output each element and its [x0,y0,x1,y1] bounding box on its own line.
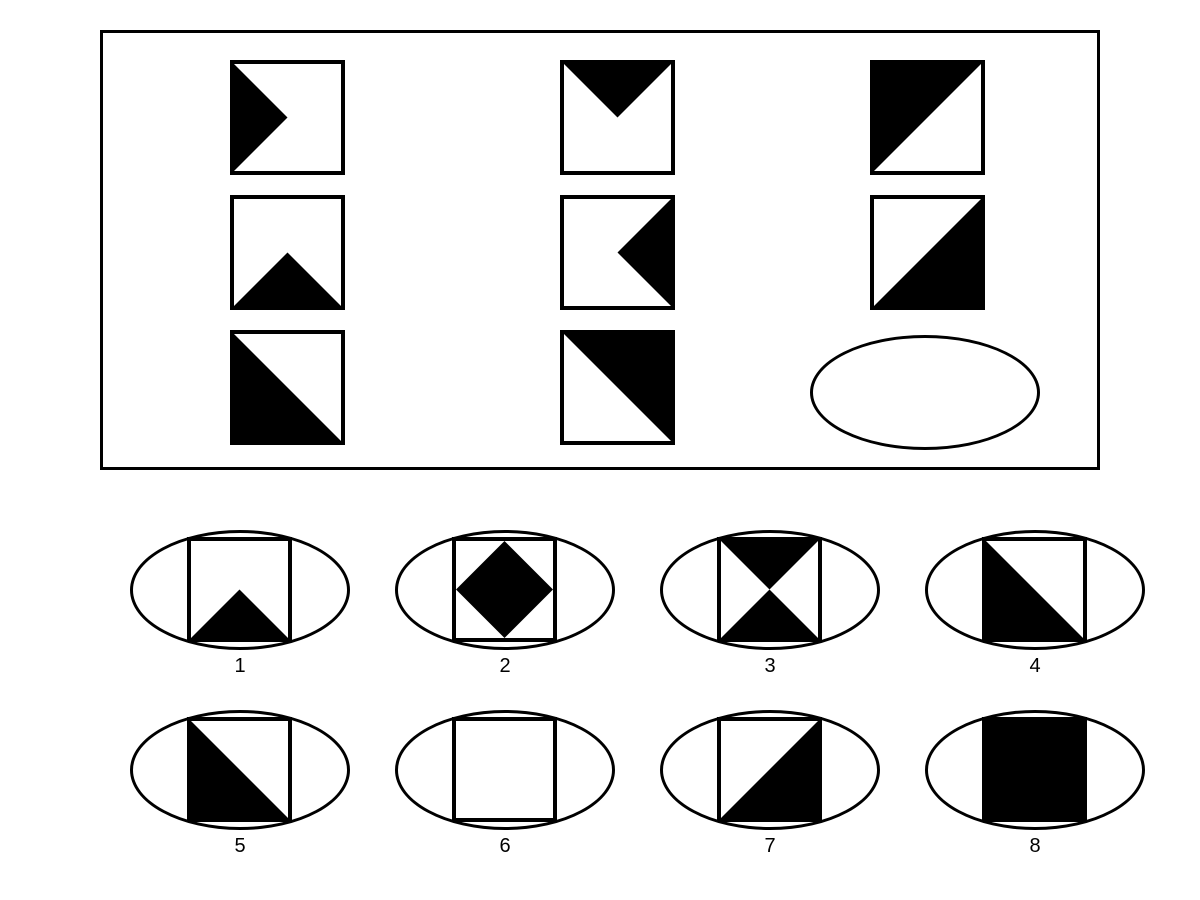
answer-cell-7 [717,717,822,822]
answer-label-4: 4 [1025,655,1045,678]
answer-cell-1 [187,537,292,642]
grid-cell-1-1 [230,60,345,175]
answer-cell-6 [452,717,557,822]
answer-label-2: 2 [495,655,515,678]
grid-cell-1-3 [870,60,985,175]
grid-cell-2-3 [870,195,985,310]
answer-label-1: 1 [230,655,250,678]
answer-cell-3 [717,537,822,642]
grid-cell-2-2 [560,195,675,310]
answer-cell-8 [982,717,1087,822]
answer-cell-2 [452,537,557,642]
answer-cell-5 [187,717,292,822]
answer-label-8: 8 [1025,835,1045,858]
answer-slot-oval [810,335,1040,450]
answer-label-6: 6 [495,835,515,858]
answer-label-5: 5 [230,835,250,858]
grid-cell-3-1 [230,330,345,445]
grid-cell-2-1 [230,195,345,310]
grid-cell-1-2 [560,60,675,175]
answer-cell-4 [982,537,1087,642]
answer-label-3: 3 [760,655,780,678]
answer-label-7: 7 [760,835,780,858]
grid-cell-3-2 [560,330,675,445]
